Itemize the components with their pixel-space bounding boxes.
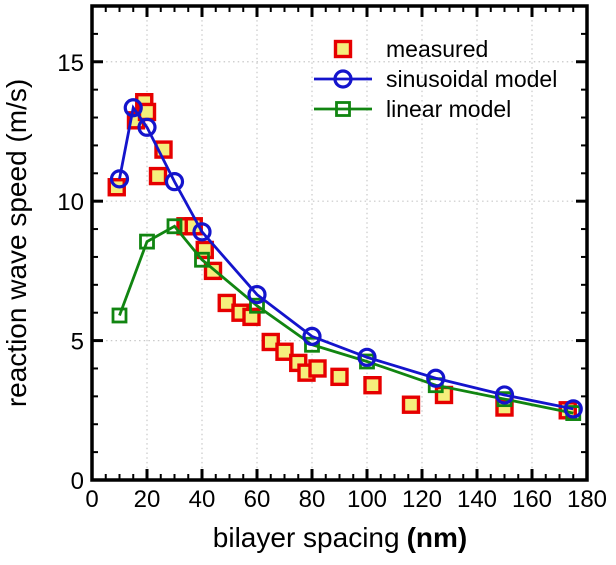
sinusoidal-model-marker [426,368,446,388]
linear-model-marker [335,101,351,117]
legend: measured sinusoidal model linear model [314,36,557,122]
measured-marker [434,385,454,405]
linear-model-line [118,224,574,415]
linear-model-marker [111,307,128,324]
measured-marker [363,376,382,395]
x-tick-label: 80 [299,486,326,513]
x-tick-label: 120 [402,486,442,513]
x-tick-label: 60 [244,486,271,513]
x-tick-label: 0 [85,486,98,513]
x-tick-label: 140 [457,486,497,513]
sinusoidal-model-marker [357,347,377,367]
y-tick-labels: 0 5 10 15 [57,50,84,495]
measured-marker [217,293,236,313]
sinusoidal-model-marker [123,98,143,118]
series-sinusoidal-model [109,98,583,419]
x-tick-label: 180 [567,486,607,513]
legend-label-linear-model: linear model [386,96,511,122]
measured-marker [333,39,353,59]
measured-marker [308,359,327,378]
y-axis-label: reaction wave speed (m/s) [1,79,32,407]
sinusoidal-model-marker [164,172,185,192]
y-tick-label: 5 [71,329,84,356]
sinusoidal-model-marker [333,69,353,89]
measured-marker [148,166,168,186]
x-tick-label: 40 [189,486,216,513]
x-axis-label: bilayer spacing (nm) [213,522,467,553]
measured-marker [330,367,349,387]
x-tick-labels: 0 20 40 60 80 100 120 140 160 180 [85,486,607,513]
sinusoidal-model-line [118,104,574,411]
x-tick-label: 160 [512,486,552,513]
sinusoidal-model-marker [494,385,515,405]
measured-marker [275,342,294,361]
linear-model-marker [194,251,210,268]
series-measured [107,92,577,420]
sinusoidal-model-marker [137,117,157,137]
sinusoidal-model-marker [563,399,583,419]
measured-marker [261,332,280,352]
y-tick-label: 15 [57,50,84,77]
axis-ticks [92,6,587,480]
linear-model-marker [304,336,320,353]
legend-label-measured: measured [386,36,488,62]
sinusoidal-model-marker [247,284,267,305]
x-tick-label: 20 [134,486,161,513]
legend-markers [314,39,372,117]
sinusoidal-model-marker [192,222,212,242]
legend-label-sinusoidal-model: sinusoidal model [386,66,557,92]
linear-model-marker [249,297,265,314]
y-tick-label: 0 [71,468,84,495]
sinusoidal-model-marker [109,169,130,189]
x-tick-label: 100 [347,486,387,513]
linear-model-marker [139,233,155,250]
measured-marker [401,395,421,414]
sinusoidal-model-marker [302,326,322,347]
linear-model-marker [166,218,183,235]
y-tick-label: 10 [57,189,84,216]
